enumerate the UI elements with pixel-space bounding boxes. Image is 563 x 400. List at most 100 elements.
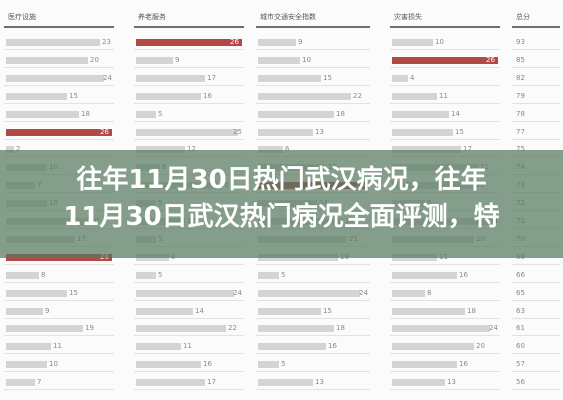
- bar-value-label: 13: [447, 378, 456, 387]
- panel-header: 医疗设施: [4, 0, 114, 30]
- row-divider: [512, 389, 560, 391]
- table-row: 5: [256, 270, 370, 283]
- bar-value-label: 12: [187, 145, 196, 154]
- table-row: 22: [256, 91, 370, 104]
- bar-value-label: 20: [90, 55, 99, 64]
- table-row: 22: [134, 323, 244, 337]
- bar-value-label: 7: [37, 378, 42, 387]
- row-divider: [256, 371, 370, 373]
- value-bar: [136, 343, 181, 351]
- row-divider: [390, 317, 500, 319]
- total-score-value: 82: [516, 73, 525, 82]
- row-divider: [4, 389, 114, 391]
- row-divider: [390, 66, 500, 68]
- total-score-value: 57: [516, 360, 525, 369]
- bar-value-label: 18: [81, 109, 90, 118]
- row-divider: [4, 353, 114, 355]
- table-row: 18: [4, 109, 114, 122]
- row-divider: [4, 299, 114, 301]
- value-bar: [258, 343, 326, 351]
- table-row: 26: [390, 55, 500, 68]
- value-bar: [6, 146, 14, 154]
- value-bar: [258, 39, 296, 46]
- row-divider: [256, 66, 370, 68]
- value-bar: [136, 92, 201, 100]
- table-row: 5: [134, 270, 244, 283]
- banner-title: 往年11月30日热门武汉病况，往年 11月30日武汉热门病况全面评测，特: [0, 162, 563, 236]
- panel-title-elderly: 养老服务: [138, 13, 166, 21]
- row-divider: [4, 263, 114, 265]
- value-bar: [6, 361, 47, 369]
- panel-title-disaster: 灾害损失: [394, 13, 422, 21]
- value-bar: [6, 325, 83, 333]
- value-bar: [136, 128, 238, 136]
- bar-value-label: 16: [203, 91, 212, 100]
- row-divider: [256, 49, 370, 50]
- row-divider: [4, 371, 114, 373]
- bar-value-label: 15: [323, 73, 332, 82]
- table-row: 14: [390, 109, 500, 122]
- table-row: 66: [512, 270, 560, 283]
- value-bar: [392, 110, 449, 118]
- row-divider: [256, 389, 370, 391]
- value-bar: [258, 146, 283, 154]
- row-divider: [390, 371, 500, 373]
- bar-value-label: 13: [315, 127, 324, 136]
- total-score-value: 63: [516, 306, 525, 315]
- table-row: 25: [134, 127, 244, 140]
- table-row: 20: [4, 55, 114, 68]
- value-bar: [258, 128, 313, 136]
- bar-value-label: 24: [103, 73, 112, 82]
- table-row: 13: [256, 127, 370, 140]
- bar-value-label: 14: [451, 109, 460, 118]
- value-bar: [392, 146, 461, 154]
- value-bar: [6, 271, 39, 279]
- bar-value-label: 10: [435, 38, 444, 46]
- bar-value-label: 16: [203, 360, 212, 369]
- header-rule: [512, 26, 560, 28]
- row-divider: [134, 66, 244, 68]
- table-row: 18: [256, 323, 370, 337]
- bar-value-label: 4: [410, 73, 415, 82]
- value-bar: [392, 128, 453, 136]
- bar-value-label: 9: [175, 55, 180, 64]
- value-bar: [392, 325, 490, 333]
- bar-value-label: 26: [100, 127, 109, 136]
- banner-title-line-1: 往年11月30日热门武汉病况，往年: [76, 165, 487, 195]
- row-divider: [390, 49, 500, 50]
- table-row: 23: [4, 37, 114, 50]
- table-row: 15: [390, 127, 500, 140]
- bar-value-label: 17: [207, 378, 216, 387]
- bar-value-label: 15: [69, 91, 78, 100]
- total-score-value: 75: [516, 145, 525, 154]
- table-row: 10: [256, 55, 370, 68]
- bar-value-label: 5: [281, 360, 286, 369]
- bar-value-label: 11: [53, 342, 62, 351]
- value-bar: [6, 110, 79, 118]
- panel-header: 城市交通安全指数: [256, 0, 370, 30]
- table-row: 18: [256, 109, 370, 122]
- bar-value-label: 11: [183, 342, 192, 351]
- table-row: 78: [512, 109, 560, 122]
- highlighted-bar: [6, 128, 112, 136]
- panel-header: 总分: [512, 0, 560, 30]
- bar-value-label: 18: [336, 109, 345, 118]
- bar-value-label: 17: [463, 145, 472, 154]
- total-score-value: 66: [516, 270, 525, 279]
- table-row: 85: [512, 55, 560, 68]
- value-bar: [258, 271, 279, 279]
- row-divider: [4, 335, 114, 337]
- table-row: 63: [512, 306, 560, 319]
- row-divider: [512, 263, 560, 265]
- value-bar: [258, 110, 334, 118]
- bar-value-label: 10: [302, 55, 311, 64]
- row-divider: [390, 102, 500, 104]
- table-row: 65: [512, 288, 560, 301]
- bar-value-label: 5: [281, 270, 286, 279]
- row-divider: [134, 299, 244, 301]
- row-divider: [512, 299, 560, 301]
- value-bar: [392, 92, 437, 100]
- value-bar: [6, 379, 35, 387]
- total-score-value: 56: [516, 378, 525, 387]
- value-bar: [136, 146, 185, 154]
